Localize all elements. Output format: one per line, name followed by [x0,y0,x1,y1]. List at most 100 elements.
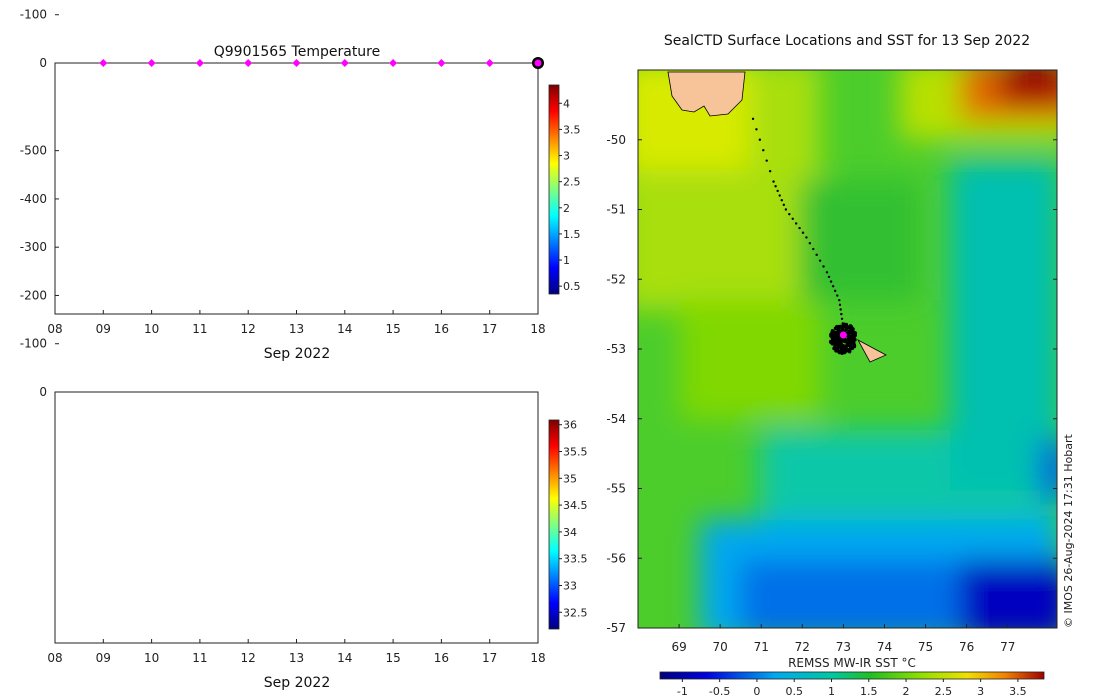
track-point [835,346,840,351]
track-point [825,271,829,274]
lat-tick-label: -57 [606,621,626,635]
track-point [837,349,841,353]
track-point [837,325,841,329]
x-tick-label: 13 [289,651,304,665]
track-point [838,298,841,302]
track-point [808,242,812,245]
track-point [765,159,768,162]
x-tick-label: 09 [96,651,111,665]
heard-island [857,339,887,363]
sst-colorbar-tick-label: -0.5 [709,685,730,698]
track-point [841,344,846,348]
track-point [812,247,815,251]
x-tick-label: 18 [530,651,545,665]
x-tick-label: 16 [434,651,449,665]
y-tick-label: -400 [20,192,47,206]
lon-tick-label: 76 [959,640,974,654]
track-point [850,329,855,334]
track-point [840,328,845,332]
x-tick-label: 12 [241,322,256,336]
x-tick-label: 16 [434,322,449,336]
track-point [791,217,794,220]
colorbar-tick-label: 33 [563,579,577,592]
temperature-axes-frame [54,62,539,315]
sst-colorbar-tick-label: 3 [977,685,984,698]
lat-tick-label: -55 [606,482,626,496]
track-point [839,308,842,311]
track-point [845,339,850,344]
track-point [794,222,798,225]
salinity-panel: 08 09 10 11 12 13 14 15 16 17 18 0-100-200-300-400… [20,144,588,691]
track-point [831,342,836,346]
x-tick-label: 10 [144,322,159,336]
x-tick-label: 17 [482,651,497,665]
sst-colorbar-ticks: -1 -0.5 0 0.5 1 1.5 2 2.5 3 3.5 [677,679,1027,698]
temperature-surface-markers [99,57,544,69]
temperature-panel: Q9901565 Temperature 08 09 10 11 12 13 14 15 16 1… [20,8,581,362]
temperature-x-axis-label: Sep 2022 [264,346,330,362]
y-tick-label: -200 [20,288,47,302]
track-point [780,199,783,202]
track-point [838,303,842,307]
x-tick-label: 14 [337,651,352,665]
lon-tick-label: 73 [836,640,851,654]
track-point [778,194,781,197]
colorbar-tick-label: 1.5 [563,228,581,241]
track-point [822,265,825,268]
lat-tick-label: -56 [606,551,626,565]
track-point [847,348,851,353]
sst-colorbar-tick-label: 3.5 [1009,685,1027,698]
sst-map-longitude-axis: 69 70 71 72 73 74 75 76 77 [671,624,1015,654]
sst-colorbar-label: REMSS MW-IR SST °C [788,656,916,670]
colorbar-tick-label: 0.5 [563,280,581,293]
track-point [840,312,843,316]
track-point [840,317,844,320]
seal-track-points [751,117,858,355]
kerguelen-island [667,71,746,117]
temperature-colorbar [548,84,560,295]
track-point [831,285,835,288]
x-tick-label: 12 [241,651,256,665]
y-tick-label: 0 [39,385,47,399]
track-point [833,289,837,293]
track-point [836,294,839,297]
x-tick-label: 09 [96,322,111,336]
x-tick-label: 15 [385,651,400,665]
lon-tick-label: 74 [877,640,892,654]
salinity-axes-frame [54,391,539,644]
lat-tick-label: -54 [606,412,626,426]
sst-colorbar-tick-label: 2 [903,685,910,698]
x-tick-label: 08 [47,651,62,665]
surface-sample-marker [244,59,253,67]
track-point [758,138,762,141]
track-point [815,253,818,257]
track-point [751,117,755,121]
track-point [782,203,786,207]
sst-colorbar-tick-label: 0 [753,685,760,698]
surface-sample-marker [195,59,204,67]
lon-tick-label: 69 [671,640,686,654]
colorbar-tick-label: 33.5 [563,553,588,566]
surface-sample-marker [389,59,398,67]
colorbar-tick-label: 34 [563,526,577,539]
salinity-colorbar [548,419,560,630]
colorbar-tick-label: 3.5 [563,123,581,136]
surface-sample-marker [437,59,446,67]
temperature-x-axis: 08 09 10 11 12 13 14 15 16 17 18 [47,310,546,336]
lat-tick-label: -52 [606,272,626,286]
colorbar-tick-label: 35 [563,472,577,485]
track-point [772,180,775,183]
track-point [829,280,833,283]
colorbar-tick-label: 36 [563,419,577,432]
salinity-x-axis-label: Sep 2022 [264,675,330,691]
surface-sample-marker [485,59,494,67]
sst-colorbar-tick-label: 1 [828,685,835,698]
colorbar-tick-label: 4 [563,97,570,110]
track-point [827,275,831,279]
x-tick-label: 18 [530,322,545,336]
colorbar-tick-label: 2 [563,202,570,215]
track-point [798,226,801,230]
track-point [836,341,840,346]
track-point [776,189,779,193]
track-point [762,149,765,152]
